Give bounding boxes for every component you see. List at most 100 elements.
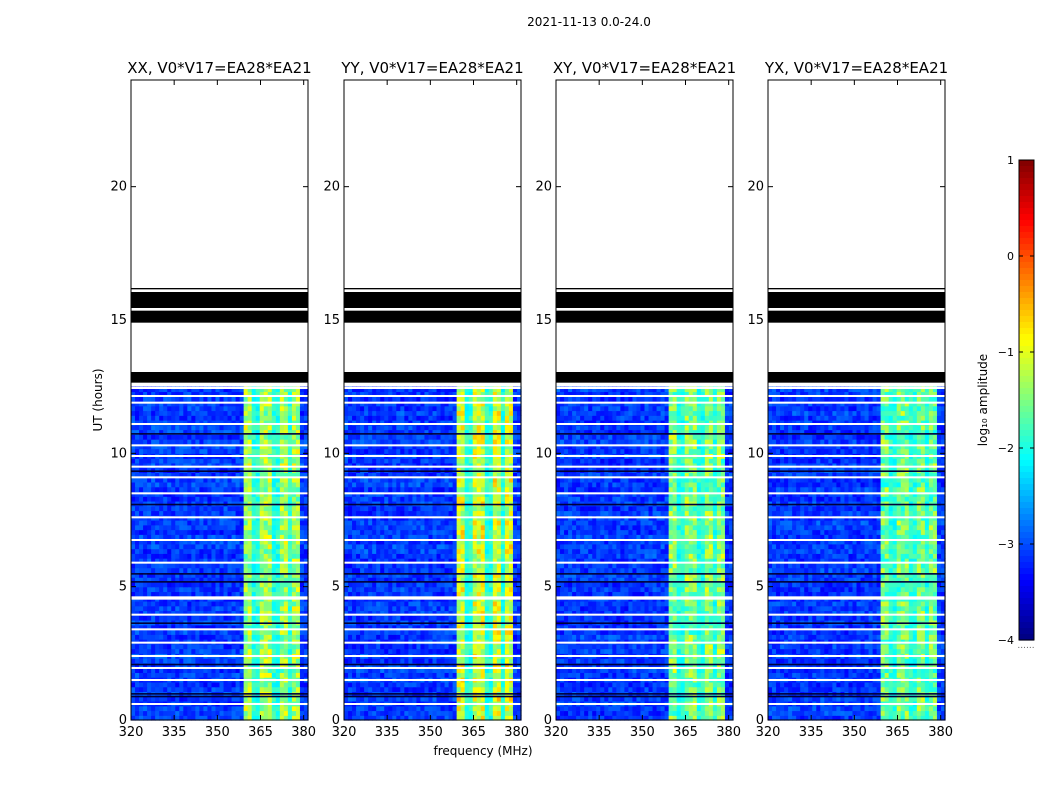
heatmap-cell <box>508 624 514 631</box>
heatmap-cell <box>504 524 510 531</box>
heatmap-cell <box>219 467 225 473</box>
heatmap-cell <box>303 477 309 483</box>
heatmap-cell <box>420 529 426 535</box>
heatmap-cell <box>151 529 156 535</box>
heatmap-cell <box>215 624 221 631</box>
heatmap-cell <box>203 405 209 412</box>
heatmap-cell <box>428 643 434 650</box>
heatmap-cell <box>271 562 277 569</box>
heatmap-cell <box>247 405 253 412</box>
heatmap-cell <box>352 581 357 588</box>
heatmap-cell <box>376 658 381 664</box>
heatmap-cell <box>372 586 377 593</box>
heatmap-cell <box>175 715 180 721</box>
heatmap-cell <box>275 705 281 712</box>
heatmap-cell <box>496 681 502 688</box>
heatmap-cell <box>215 610 221 616</box>
heatmap-cell <box>500 681 506 688</box>
heatmap-cell <box>167 581 172 588</box>
heatmap-cell <box>512 705 518 712</box>
heatmap-cell <box>235 415 241 421</box>
heatmap-cell <box>424 681 430 688</box>
heatmap-cell <box>388 553 393 559</box>
heatmap-cell <box>299 696 305 702</box>
heatmap-cell <box>259 500 265 507</box>
heatmap-cell <box>348 715 353 721</box>
heatmap-cell <box>199 534 205 540</box>
heatmap-cell <box>159 562 164 569</box>
heatmap-cell <box>279 472 285 478</box>
heatmap-cell <box>235 534 241 540</box>
heatmap-cell <box>452 572 458 578</box>
gap-row <box>131 387 308 389</box>
heatmap-cell <box>131 458 136 464</box>
heatmap-cell <box>239 486 245 493</box>
heatmap-cell <box>167 681 172 688</box>
heatmap-cell <box>428 605 434 612</box>
heatmap-cell <box>464 562 470 569</box>
heatmap-cell <box>243 439 249 445</box>
heatmap-cell <box>207 624 213 631</box>
heatmap-cell <box>179 629 184 635</box>
heatmap-cell <box>147 448 152 454</box>
heatmap-cell <box>488 558 494 564</box>
heatmap-cell <box>143 624 148 631</box>
heatmap-cell <box>251 386 257 393</box>
heatmap-cell <box>215 710 221 716</box>
heatmap-cell <box>211 681 217 688</box>
heatmap-cell <box>440 586 446 593</box>
heatmap-cell <box>267 562 273 569</box>
heatmap-cell <box>356 672 361 678</box>
heatmap-cell <box>275 658 281 664</box>
heatmap-cell <box>147 496 152 502</box>
heatmap-cell <box>404 524 409 531</box>
heatmap-cell <box>372 572 377 578</box>
heatmap-cell <box>263 558 269 564</box>
heatmap-cell <box>279 624 285 631</box>
heatmap-cell <box>151 558 156 564</box>
heatmap-cell <box>303 543 309 550</box>
heatmap-cell <box>376 705 381 712</box>
heatmap-cell <box>215 681 221 688</box>
heatmap-cell <box>175 662 180 669</box>
heatmap-cell <box>303 505 309 512</box>
heatmap-cell <box>279 629 285 635</box>
heatmap-cell <box>155 586 160 593</box>
heatmap-cell <box>171 396 176 402</box>
heatmap-cell <box>191 443 196 450</box>
heatmap-cell <box>448 558 454 564</box>
heatmap-cell <box>492 681 498 688</box>
heatmap-cell <box>219 439 225 445</box>
heatmap-cell <box>211 529 217 535</box>
heatmap-cell <box>175 448 180 454</box>
heatmap-cell <box>139 429 144 435</box>
heatmap-cell <box>135 429 140 435</box>
heatmap-cell <box>239 439 245 445</box>
heatmap-cell <box>159 686 164 693</box>
heatmap-cell <box>159 586 164 593</box>
heatmap-cell <box>271 715 277 721</box>
heatmap-cell <box>348 562 353 569</box>
heatmap-cell <box>231 415 237 421</box>
heatmap-cell <box>135 434 140 440</box>
heatmap-cell <box>452 643 458 650</box>
heatmap-cell <box>155 458 160 464</box>
heatmap-cell <box>388 534 393 540</box>
heatmap-cell <box>203 510 209 516</box>
heatmap-cell <box>175 681 180 688</box>
heatmap-cell <box>255 558 261 564</box>
heatmap-cell <box>428 624 434 631</box>
heatmap-cell <box>243 386 249 393</box>
heatmap-cell <box>404 553 409 559</box>
heatmap-cell <box>303 667 309 673</box>
heatmap-cell <box>384 543 389 550</box>
heatmap-cell <box>392 543 397 550</box>
heatmap-cell <box>223 562 229 569</box>
heatmap-cell <box>388 686 393 693</box>
heatmap-cell <box>380 572 385 578</box>
heatmap-cell <box>444 705 450 712</box>
heatmap-cell <box>223 458 229 464</box>
heatmap-cell <box>380 705 385 712</box>
heatmap-cell <box>227 539 233 545</box>
heatmap-cell <box>416 567 422 573</box>
